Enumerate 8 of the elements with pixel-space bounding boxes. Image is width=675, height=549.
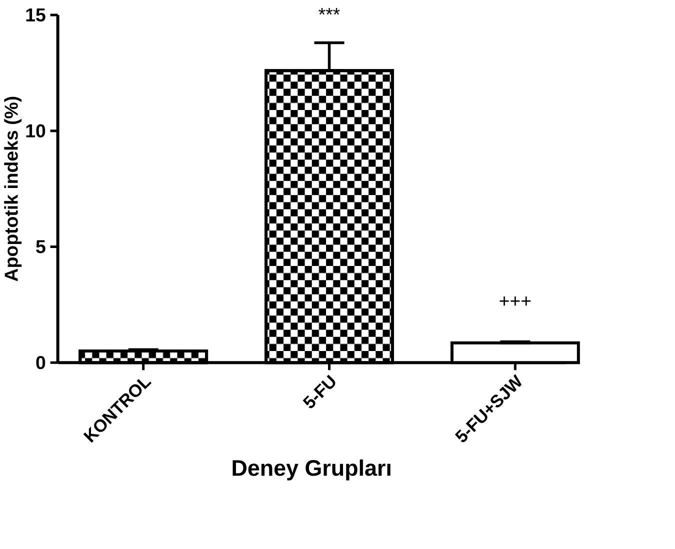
y-tick-label: 10 <box>26 124 46 138</box>
annotation: +++ <box>500 296 531 306</box>
text: *** <box>318 8 340 14</box>
y-tick-label: 5 <box>36 240 46 253</box>
x-axis-title: Deney Grupları <box>232 459 390 480</box>
y-tick-label: 0 <box>36 356 46 369</box>
y-axis-title: Apoptotik indeks (%) <box>4 96 22 281</box>
y-tick-label: 15 <box>26 8 46 22</box>
